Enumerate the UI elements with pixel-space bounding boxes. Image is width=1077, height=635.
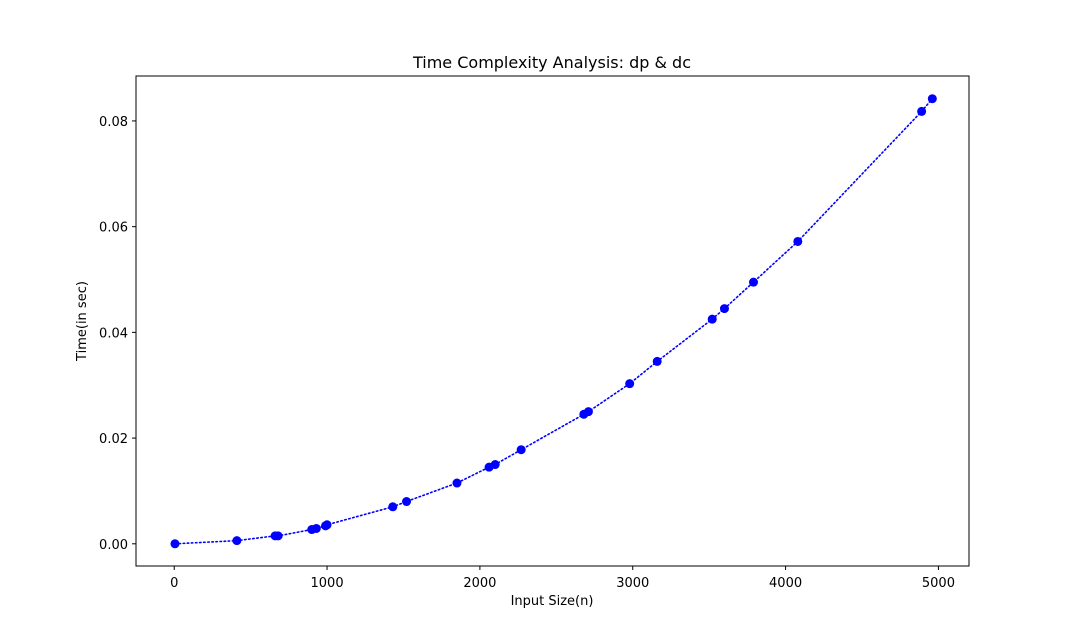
data-point xyxy=(719,304,729,314)
data-point xyxy=(273,531,283,541)
data-point xyxy=(490,460,500,470)
x-axis-label: Input Size(n) xyxy=(511,594,594,609)
x-tick-label: 4000 xyxy=(769,576,802,591)
plot-area xyxy=(170,94,937,549)
y-tick-label: 0.06 xyxy=(99,221,128,236)
y-tick-label: 0.08 xyxy=(99,115,128,130)
data-point xyxy=(583,407,593,417)
chart-title: Time Complexity Analysis: dp & dc xyxy=(412,53,691,72)
data-point xyxy=(452,478,462,488)
data-point xyxy=(516,445,526,455)
data-point xyxy=(748,277,758,287)
data-point xyxy=(927,94,937,104)
x-tick-label: 3000 xyxy=(616,576,649,591)
x-axis: 0 1000 2000 3000 4000 5000 xyxy=(170,566,955,591)
data-point xyxy=(402,497,412,507)
y-tick-label: 0.02 xyxy=(99,432,128,447)
y-axis-label: Time(in sec) xyxy=(75,281,90,362)
data-point xyxy=(388,502,398,512)
data-point xyxy=(652,356,662,366)
data-point xyxy=(322,520,332,530)
x-tick-label: 0 xyxy=(170,576,178,591)
data-point xyxy=(625,379,635,389)
data-point xyxy=(917,106,927,116)
x-tick-label: 2000 xyxy=(463,576,496,591)
y-axis: 0.00 0.02 0.04 0.06 0.08 xyxy=(99,115,136,553)
data-point xyxy=(707,314,717,324)
y-tick-label: 0.04 xyxy=(99,326,128,341)
data-point xyxy=(311,523,321,533)
data-point xyxy=(170,539,180,549)
axes-frame xyxy=(135,75,970,567)
y-tick-label: 0.00 xyxy=(99,538,128,553)
data-point xyxy=(232,536,242,546)
x-tick-label: 1000 xyxy=(311,576,344,591)
data-point xyxy=(793,236,803,246)
x-tick-label: 5000 xyxy=(922,576,955,591)
